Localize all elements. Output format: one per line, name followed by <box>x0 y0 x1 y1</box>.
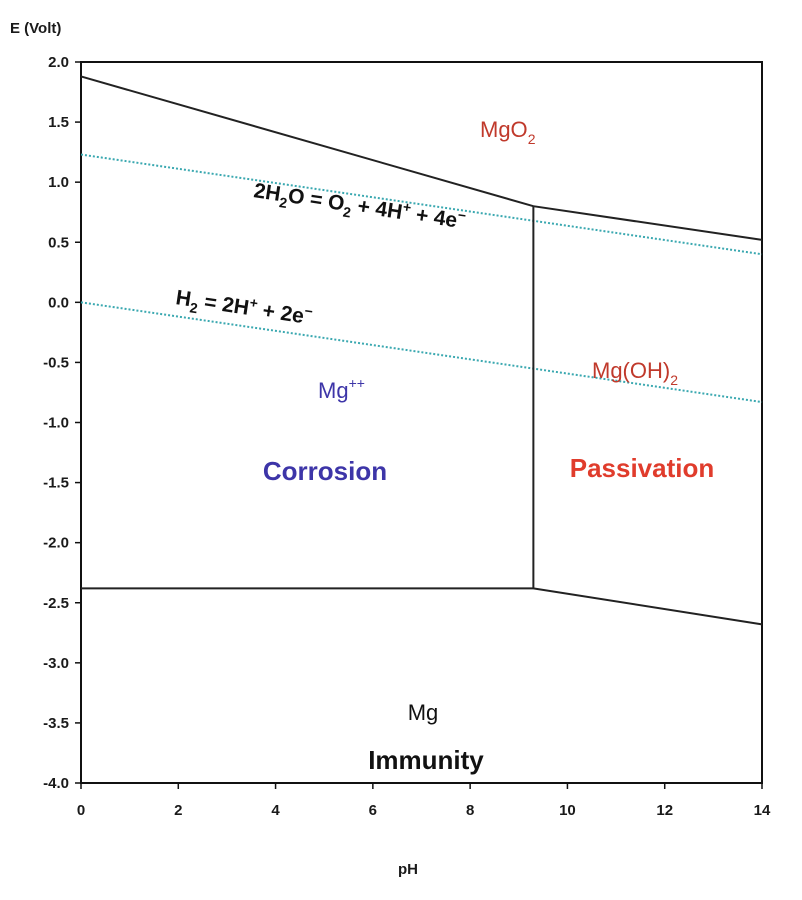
y-tick-label: -1.5 <box>43 475 69 492</box>
corrosion-region-label: Corrosion <box>263 456 387 486</box>
phase-boundary-line <box>81 587 763 626</box>
y-tick-label: 0.5 <box>48 234 69 251</box>
x-tick-label: 8 <box>466 802 474 819</box>
y-tick-label: -2.5 <box>43 595 69 612</box>
x-tick-label: 14 <box>754 802 771 819</box>
y-tick-label: 1.5 <box>48 114 69 131</box>
x-tick-label: 10 <box>559 802 576 819</box>
water-stability-lines <box>80 153 763 404</box>
x-tick-label: 12 <box>656 802 673 819</box>
mg-ion-label: Mg++ <box>318 375 365 403</box>
y-tick-label: -2.0 <box>43 535 69 552</box>
y-axis-title: E (Volt) <box>10 20 61 37</box>
y-axis-ticks: 2.0 1.5 1.0 0.5 0.0 -0.5 -1.0 -1.5 -2.0 -2.5 -3.0 -… <box>43 54 81 792</box>
y-tick-label: 0.0 <box>48 294 69 311</box>
y-tick-label: -0.5 <box>43 354 69 371</box>
x-tick-label: 0 <box>77 802 85 819</box>
mgoh2-label: Mg(OH)2 <box>592 358 678 388</box>
x-axis-ticks: 0 2 4 6 8 10 12 14 <box>77 783 771 819</box>
y-tick-label: -1.0 <box>43 415 69 432</box>
x-tick-label: 2 <box>174 802 182 819</box>
immunity-region-label: Immunity <box>368 745 484 775</box>
y-tick-label: -4.0 <box>43 775 69 792</box>
phase-boundaries <box>80 75 763 626</box>
mgo2-label: MgO2 <box>480 117 536 147</box>
hydrogen-line <box>80 301 763 404</box>
oxygen-reaction-label: 2H2O = O2 + 4H+ + 4e− <box>252 176 468 237</box>
y-tick-label: -3.0 <box>43 655 69 672</box>
y-tick-label: 2.0 <box>48 54 69 71</box>
y-tick-label: 1.0 <box>48 174 69 191</box>
x-axis-title: pH <box>398 861 418 878</box>
mg-metal-label: Mg <box>408 700 439 725</box>
y-tick-label: -3.5 <box>43 715 69 732</box>
oxygen-line <box>80 153 763 256</box>
x-tick-label: 6 <box>369 802 377 819</box>
x-tick-label: 4 <box>271 802 280 819</box>
passivation-region-label: Passivation <box>570 453 715 483</box>
plot-frame <box>80 61 763 784</box>
